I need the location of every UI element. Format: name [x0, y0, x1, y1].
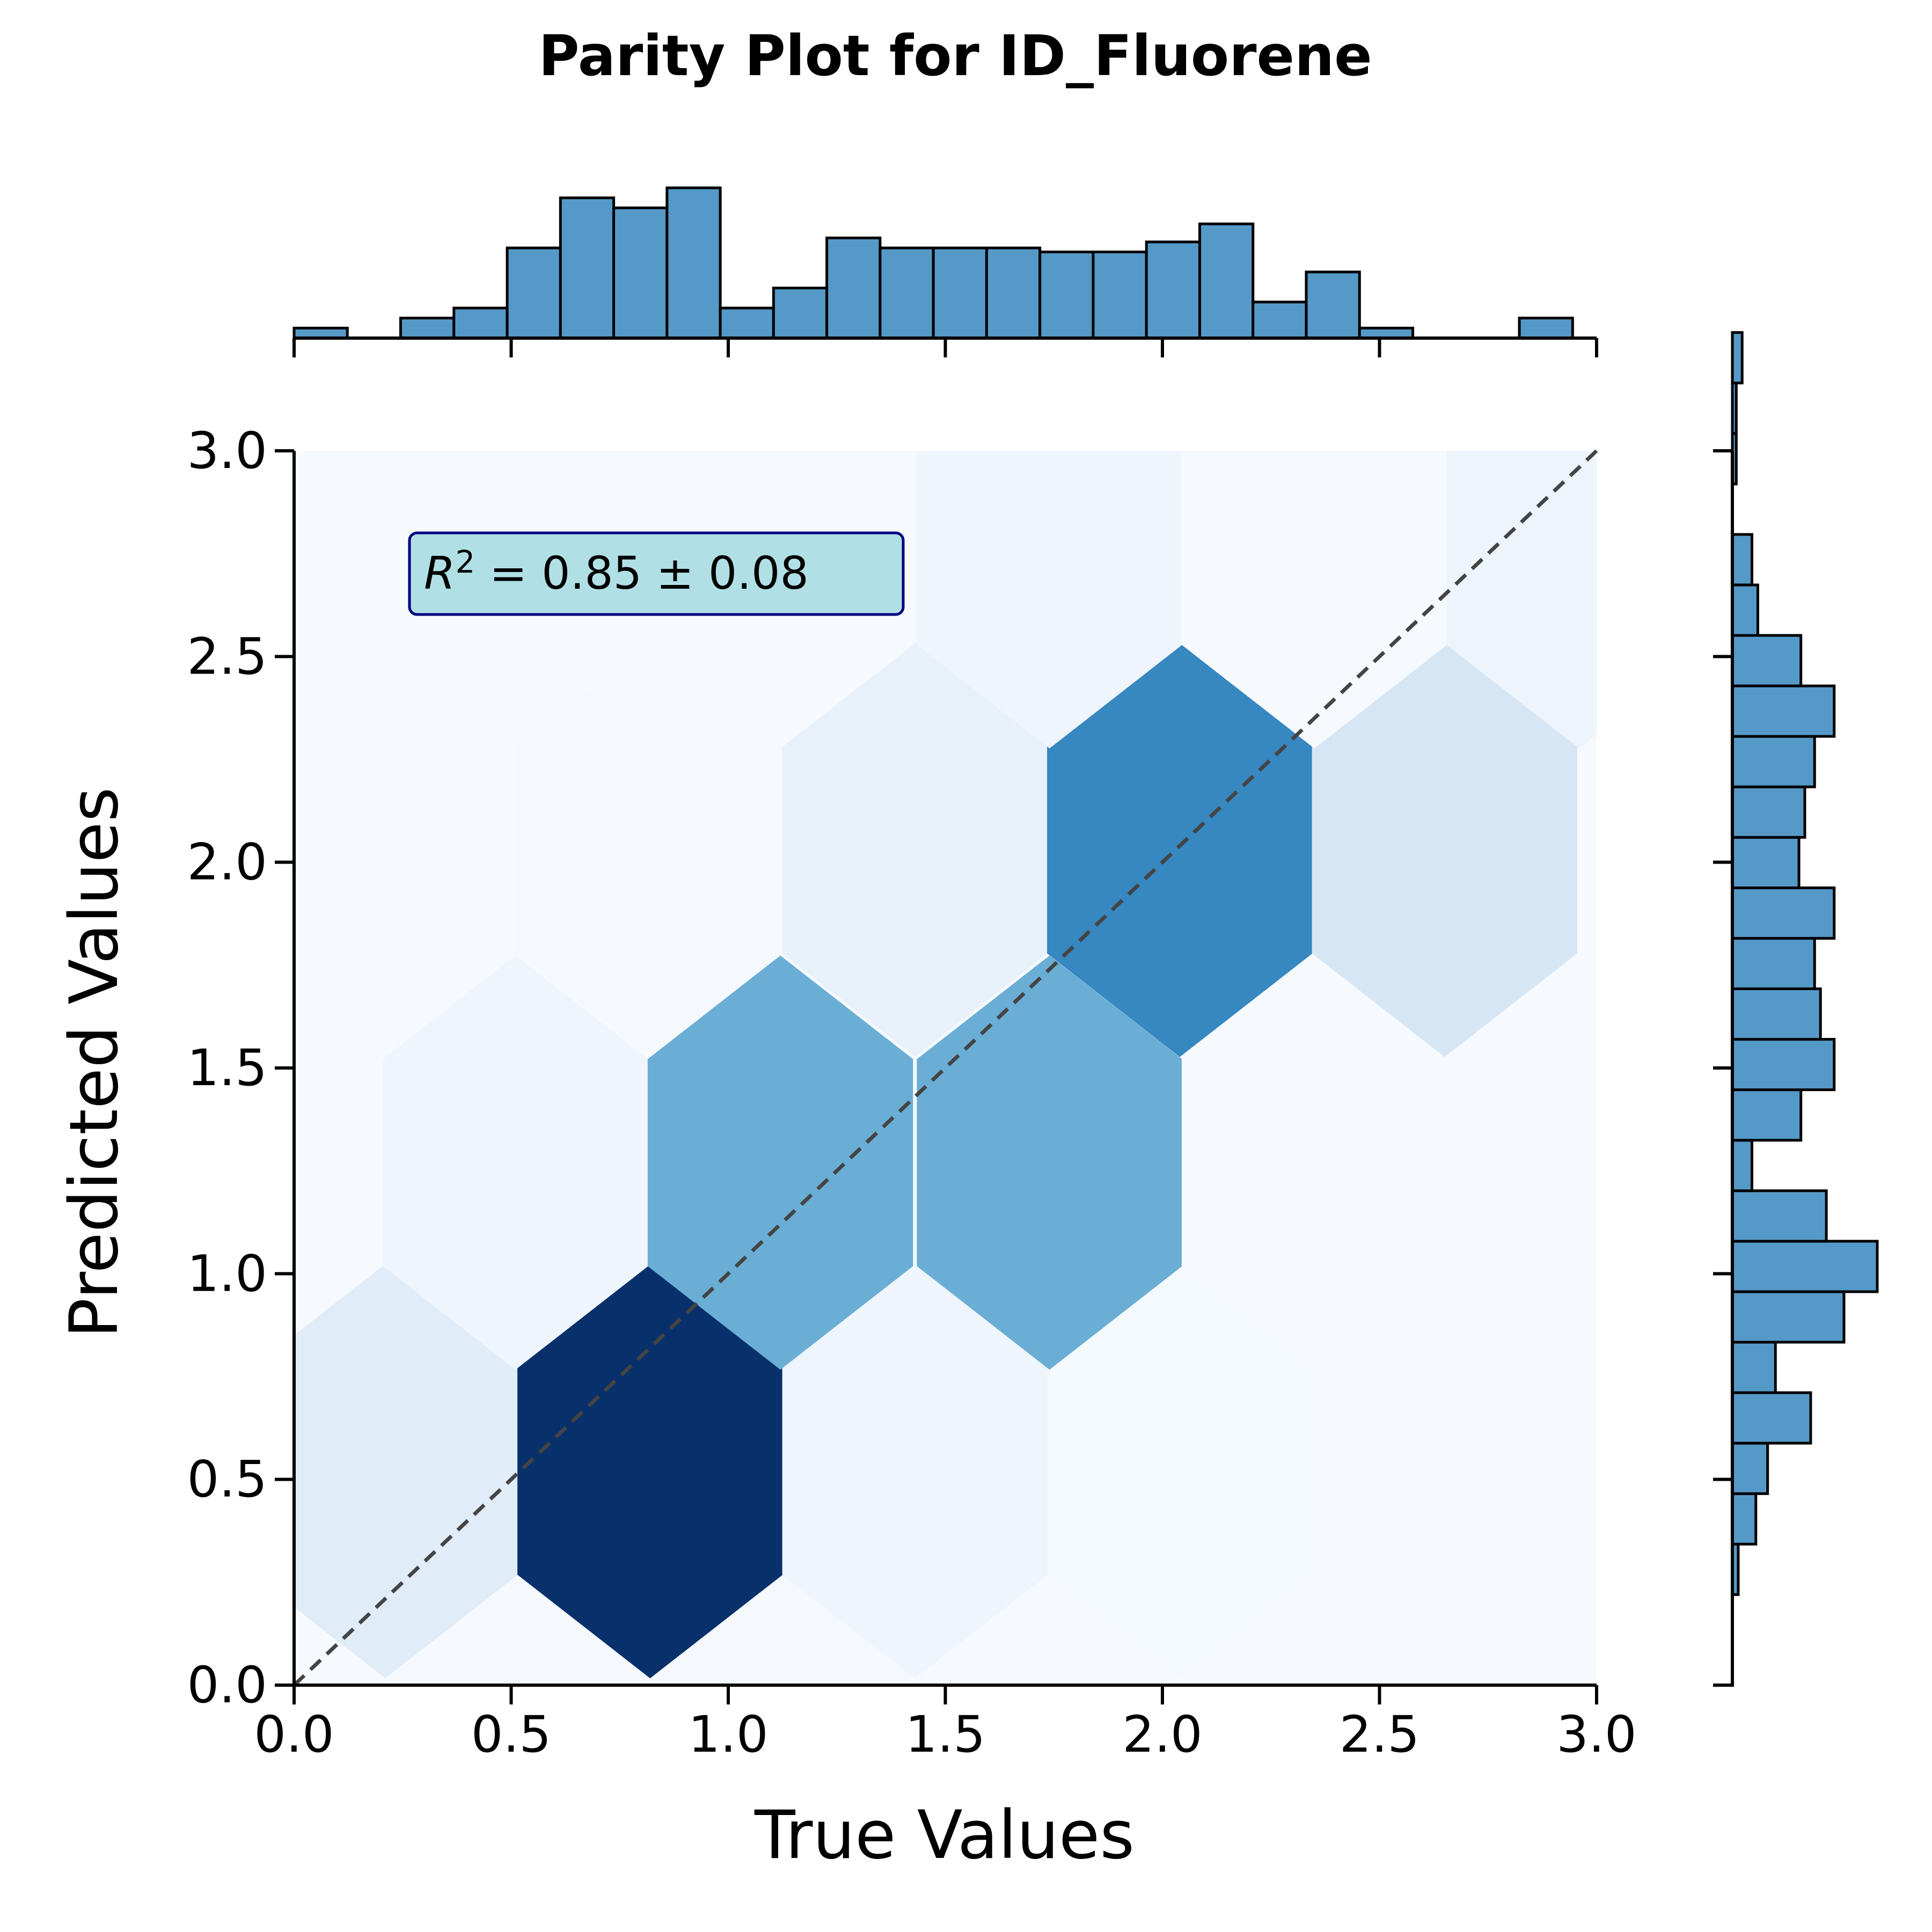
hexbin-11 [647, 955, 913, 1370]
top-hist-bar-19 [1305, 270, 1361, 340]
x-axis-label: True Values [754, 1797, 1135, 1874]
right-hist-bar-5 [1731, 1290, 1846, 1344]
right-hist-bar-11 [1731, 987, 1822, 1041]
top-hist-bar-18 [1252, 301, 1308, 340]
x-tick-label-2: 1.0 [688, 1706, 769, 1764]
parity-line-layer [292, 449, 1598, 1687]
top-hist-bar-3 [452, 306, 509, 340]
right-hist-bar-19 [1731, 583, 1759, 637]
y-axis-label: Predicted Values [56, 787, 133, 1338]
x-tick-label-5: 2.5 [1340, 1706, 1420, 1764]
right-hist-bar-23 [1731, 382, 1738, 435]
right-hist-bar-13 [1731, 886, 1836, 940]
y-tick-label-1: 0.5 [187, 1451, 268, 1509]
right-hist-bar-8 [1731, 1139, 1753, 1192]
parity-line [292, 449, 1598, 1687]
right-hist-bar-2 [1731, 1441, 1769, 1495]
y-tick-label-5: 2.5 [187, 627, 268, 686]
top-hist-bar-7 [665, 186, 722, 340]
right-hist-bar-24 [1731, 331, 1744, 385]
top-hist-bar-14 [1038, 250, 1095, 340]
right-hist-bar-15 [1731, 785, 1806, 839]
right-hist-bar-20 [1731, 533, 1753, 587]
right-hist-bar-18 [1731, 634, 1803, 687]
right-hist-bar-10 [1731, 1038, 1836, 1092]
top-hist-bar-23 [1518, 317, 1574, 340]
x-tick-label-6: 3.0 [1556, 1706, 1637, 1764]
top-hist-bar-16 [1145, 240, 1201, 340]
top-histogram [292, 186, 1598, 357]
top-hist-bar-9 [772, 287, 829, 340]
main-axes: 0.0 0.5 1.0 1.5 2.0 2.5 3.0 0.0 0.5 1.0 1.5 2.0 2.5 3… [187, 422, 1637, 1764]
top-hist-bar-4 [506, 246, 562, 340]
right-hist-bar-9 [1731, 1088, 1803, 1142]
r2-annotation: R2 = 0.85 ± 0.08 [408, 531, 905, 616]
right-hist-bar-6 [1731, 1240, 1879, 1293]
top-hist-bar-2 [399, 317, 456, 340]
hexbin-22 [917, 451, 1182, 749]
x-tick-label-1: 0.5 [471, 1706, 552, 1764]
hexbin-23 [1181, 451, 1447, 749]
y-tick-label-2: 1.0 [187, 1245, 268, 1303]
y-tick-label-3: 1.5 [187, 1039, 268, 1097]
right-histogram [1713, 331, 1879, 1687]
right-hist-bar-12 [1731, 936, 1816, 990]
r2-annotation-box [408, 531, 905, 616]
top-hist-bar-8 [719, 306, 775, 340]
y-tick-label-4: 2.0 [187, 833, 268, 892]
chart-title: Parity Plot for ID_Fluorene [538, 23, 1372, 89]
y-tick-label-6: 3.0 [187, 422, 268, 480]
right-hist-bar-14 [1731, 836, 1801, 889]
top-hist-bar-11 [879, 246, 935, 340]
x-tick-label-4: 2.0 [1122, 1706, 1203, 1764]
x-tick-label-0: 0.0 [254, 1706, 334, 1764]
right-hist-bar-16 [1731, 735, 1816, 788]
top-hist-bar-17 [1198, 222, 1255, 340]
right-hist-bar-7 [1731, 1189, 1828, 1243]
top-hist-bar-10 [825, 236, 882, 340]
right-hist-bar-17 [1731, 684, 1836, 738]
top-hist-bar-12 [932, 246, 988, 340]
r2-annotation-text: R2 = 0.85 ± 0.08 [424, 544, 809, 599]
top-hist-bar-13 [985, 246, 1042, 340]
x-tick-label-3: 1.5 [905, 1706, 986, 1764]
top-hist-bar-15 [1092, 250, 1148, 340]
top-hist-bar-6 [612, 206, 669, 340]
top-hist-bar-5 [559, 196, 616, 340]
right-hist-bar-3 [1731, 1391, 1812, 1445]
right-hist-bar-1 [1731, 1492, 1758, 1546]
hexbin-24 [1446, 451, 1597, 749]
right-hist-bar-4 [1731, 1341, 1777, 1394]
hexbin-14 [1446, 955, 1597, 1370]
y-tick-label-0: 0.0 [187, 1656, 268, 1715]
